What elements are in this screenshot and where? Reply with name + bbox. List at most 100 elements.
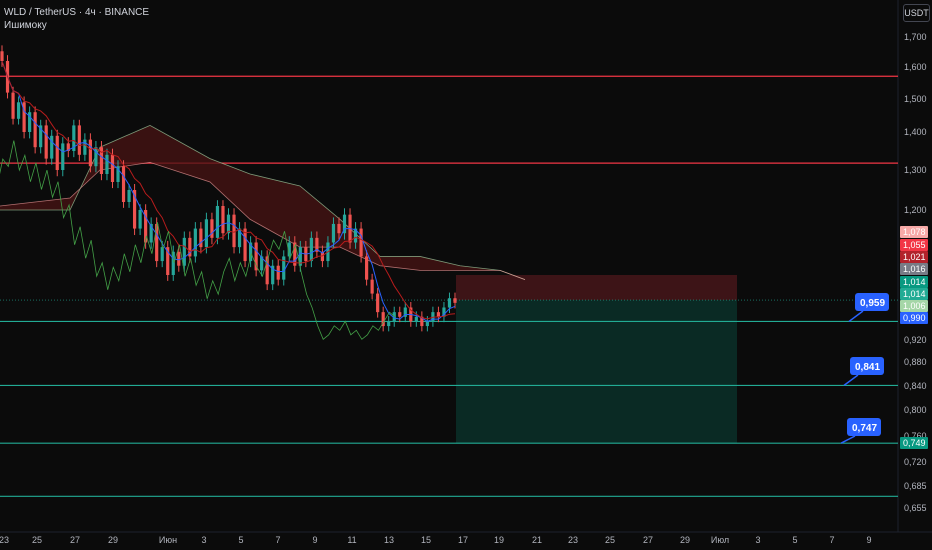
- candle: [276, 259, 280, 286]
- price-badge: 1,006: [900, 300, 928, 312]
- candle: [436, 306, 441, 323]
- candle-body: [188, 237, 192, 257]
- price-badge-bg: [900, 251, 928, 263]
- callout-pointer: [840, 435, 856, 444]
- candle-body: [425, 321, 429, 327]
- candle-body: [398, 312, 402, 317]
- candle: [88, 133, 92, 173]
- candle: [337, 217, 341, 240]
- callout-label: 0,747: [852, 423, 877, 434]
- candle-body: [66, 143, 70, 151]
- candle: [66, 137, 70, 158]
- price-badge: 1,055: [900, 239, 928, 251]
- candle: [243, 222, 247, 268]
- candle: [72, 119, 76, 158]
- price-badge-bg: [900, 300, 928, 312]
- candle-body: [414, 316, 418, 322]
- time-tick-label: 11: [347, 535, 356, 545]
- callout-pointer: [843, 374, 859, 387]
- candle-body: [282, 256, 286, 280]
- candle: [331, 217, 336, 249]
- candle-body: [88, 139, 92, 167]
- time-tick-label: 21: [532, 535, 542, 545]
- callout-label: 0,841: [855, 362, 880, 373]
- price-tick-label: 1,400: [904, 127, 927, 137]
- kijun-line: [1, 60, 456, 320]
- candles-group: [0, 45, 457, 332]
- callout-box: [850, 357, 884, 375]
- price-badge: 1,014: [900, 276, 928, 288]
- candle-body: [11, 92, 15, 119]
- price-badge: 0,749: [900, 437, 928, 449]
- candle: [221, 200, 225, 240]
- candle-body: [28, 112, 32, 132]
- candle-body: [376, 293, 380, 313]
- candle-body: [243, 228, 247, 262]
- candle: [370, 273, 374, 300]
- price-badge-label: 1,014: [903, 289, 926, 299]
- candle-body: [315, 237, 319, 252]
- price-badge-label: 1,021: [903, 252, 926, 262]
- candle-body: [77, 125, 81, 155]
- candle-body: [447, 298, 452, 308]
- candle-body: [342, 214, 347, 234]
- price-badge-bg: [900, 276, 928, 288]
- candle: [94, 140, 98, 173]
- candle-body: [276, 265, 280, 280]
- candle-body: [387, 321, 391, 327]
- price-badge-label: 1,078: [903, 227, 926, 237]
- time-tick-label: 25: [32, 535, 42, 545]
- candle: [28, 106, 32, 139]
- price-tick-label: 0,720: [904, 457, 927, 467]
- candle: [254, 236, 258, 277]
- candle-body: [320, 251, 325, 262]
- price-badge-label: 1,016: [903, 264, 926, 274]
- candle-body: [149, 223, 153, 243]
- candle-body: [193, 228, 197, 257]
- candle: [248, 236, 253, 268]
- candle: [453, 292, 457, 309]
- time-tick-label: 25: [605, 535, 615, 545]
- candle: [403, 301, 407, 323]
- candle: [11, 86, 15, 125]
- candle-body: [182, 237, 186, 266]
- price-badge-label: 1,014: [903, 277, 926, 287]
- time-tick-label: Июн: [159, 535, 177, 545]
- candle-body: [33, 112, 37, 148]
- price-badge: 1,078: [900, 226, 928, 238]
- candle-body: [221, 206, 225, 234]
- candle-body: [160, 247, 164, 262]
- candle-body: [127, 190, 131, 202]
- candle: [193, 222, 197, 263]
- candle-body: [110, 154, 115, 182]
- candle: [83, 133, 87, 161]
- candle: [99, 140, 104, 181]
- candle: [232, 208, 236, 254]
- time-tick-label: 3: [201, 535, 206, 545]
- candle-body: [171, 251, 175, 275]
- indicator-label[interactable]: Ишимоку: [4, 20, 47, 31]
- candle: [210, 212, 214, 245]
- candle: [442, 301, 446, 323]
- time-tick-label: Июл: [711, 535, 729, 545]
- candle-body: [215, 206, 220, 238]
- price-badge-label: 0,990: [903, 313, 926, 323]
- candle-body: [431, 312, 435, 322]
- candle: [420, 311, 424, 332]
- candle-body: [365, 256, 369, 280]
- time-tick-label: 19: [494, 535, 504, 545]
- callout-pointer: [848, 310, 864, 323]
- callout-box: [847, 418, 881, 436]
- candle-body: [237, 228, 242, 248]
- candle: [55, 129, 59, 177]
- candle: [127, 184, 131, 208]
- time-tick-label: 5: [238, 535, 243, 545]
- candle-body: [55, 135, 59, 170]
- candle: [342, 208, 347, 240]
- symbol-title[interactable]: WLD / TetherUS · 4ч · BINANCE: [4, 7, 150, 18]
- currency-button[interactable]: USDT: [903, 4, 930, 22]
- price-badge: 1,016: [900, 263, 928, 275]
- time-tick-label: 9: [312, 535, 317, 545]
- chikou-span: [0, 140, 396, 340]
